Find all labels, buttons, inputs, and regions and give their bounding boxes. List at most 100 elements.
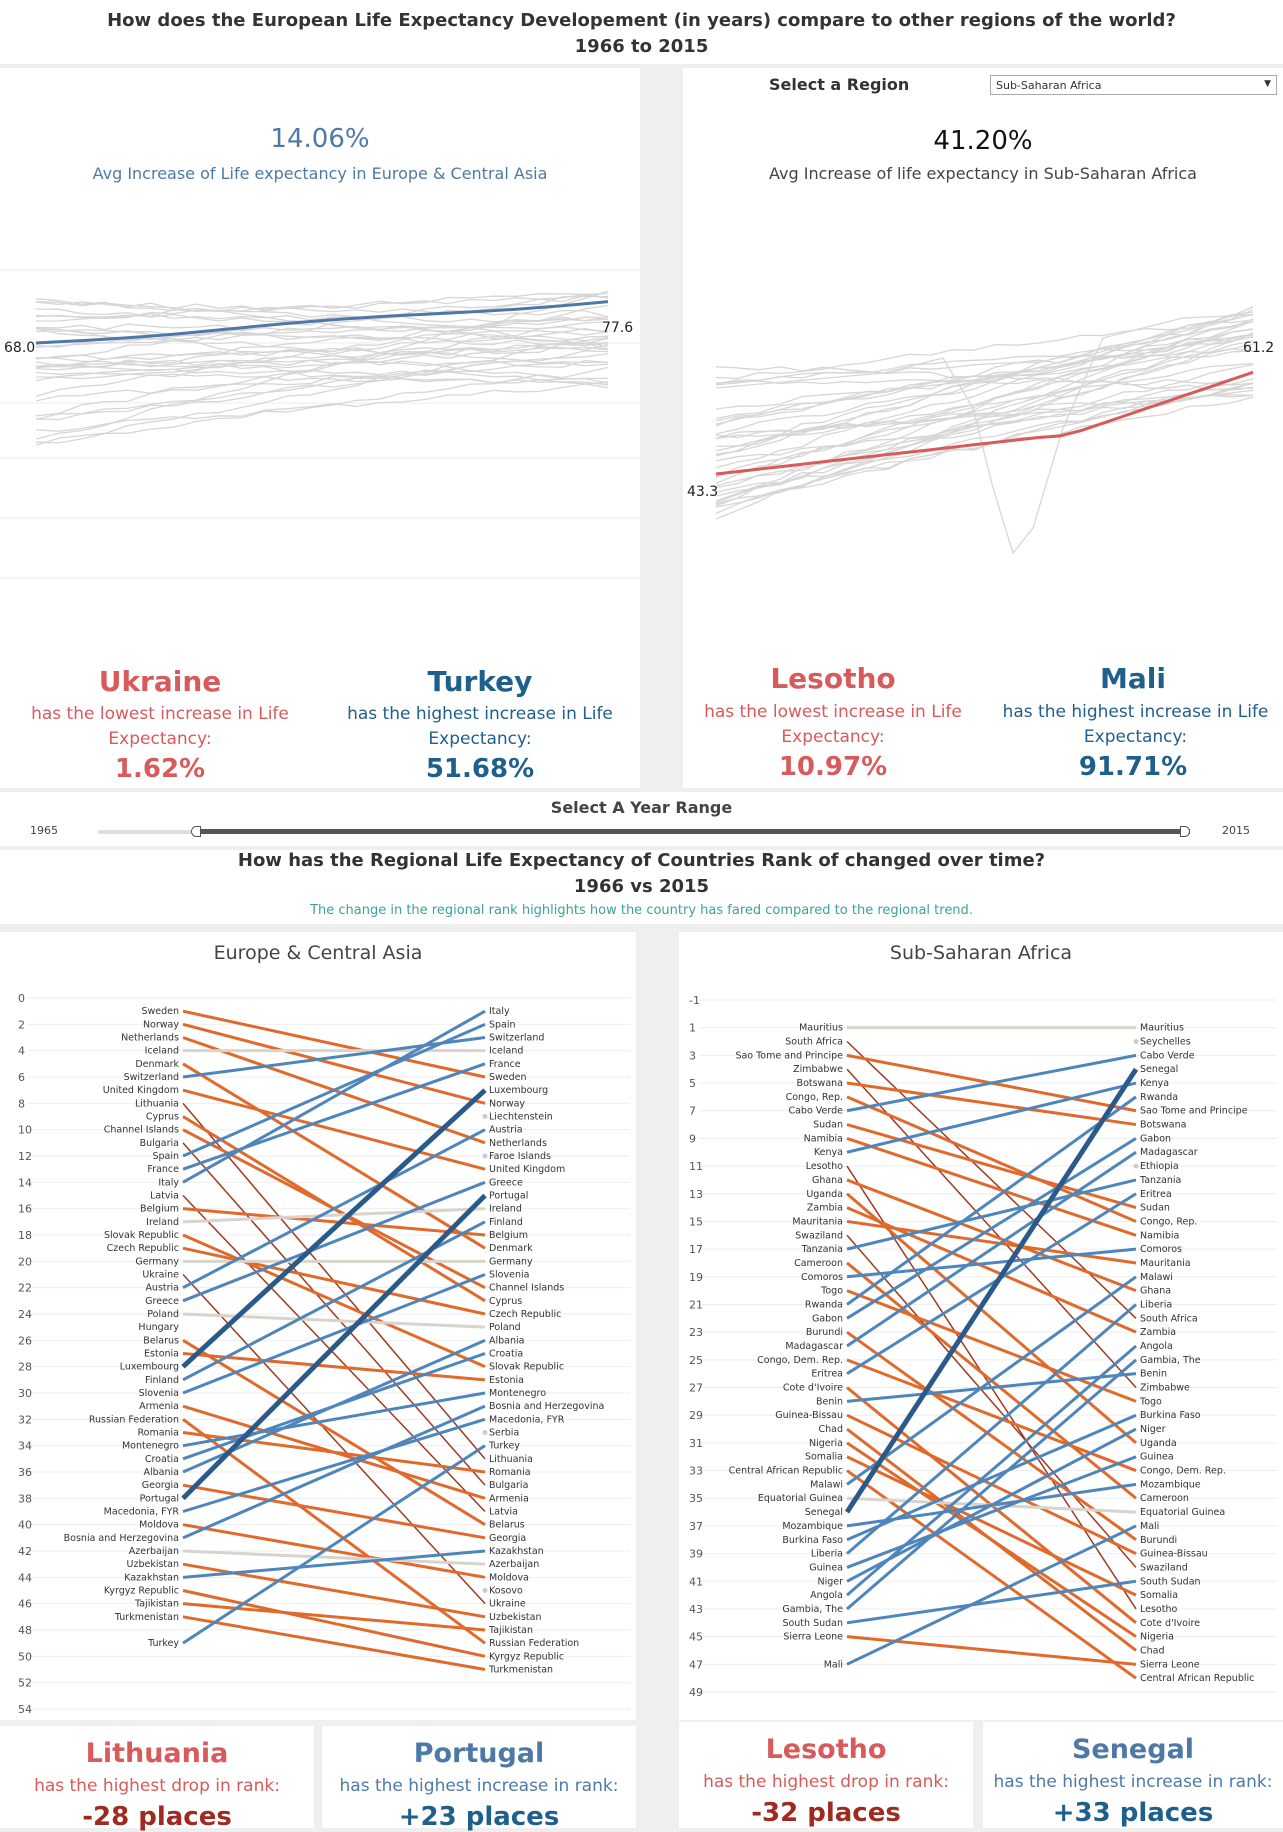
rank-change-line bbox=[182, 1022, 486, 1105]
axis-tick-label: 20 bbox=[18, 1255, 32, 1268]
europe-drop-value: -28 places bbox=[82, 1802, 232, 1832]
new-country-dot bbox=[1133, 1163, 1139, 1169]
region-dropdown[interactable]: Sub-Saharan Africa ▼ bbox=[990, 75, 1277, 95]
rank-label-2015: Zimbabwe bbox=[1140, 1383, 1190, 1394]
rank-label-1966: Moldova bbox=[139, 1520, 179, 1531]
rank-label-2015: Lithuania bbox=[489, 1454, 533, 1465]
country-series-line bbox=[715, 350, 1254, 410]
country-series-line bbox=[715, 336, 1254, 514]
rank-label-2015: Slovenia bbox=[489, 1270, 529, 1281]
rank-label-1966: Armenia bbox=[139, 1401, 179, 1412]
rank-change-line bbox=[846, 1123, 1137, 1210]
axis-tick-label: 16 bbox=[18, 1203, 32, 1216]
rank-label-2015: United Kingdom bbox=[489, 1164, 565, 1175]
axis-tick-label: 3 bbox=[689, 1049, 696, 1062]
rank-change-line bbox=[846, 1372, 1137, 1403]
rank-label-2015: Russian Federation bbox=[489, 1638, 579, 1649]
rank-label-1966: South Sudan bbox=[782, 1618, 843, 1629]
country-series-line bbox=[35, 337, 609, 444]
africa-rise-country: Senegal bbox=[1071, 1734, 1195, 1765]
rank-label-1966: Burundi bbox=[806, 1327, 843, 1338]
axis-tick-label: 23 bbox=[689, 1326, 703, 1339]
rank-label-2015: Azerbaijan bbox=[489, 1559, 539, 1570]
rank-label-2015: Somalia bbox=[1140, 1590, 1178, 1601]
rank-label-2015: Liberia bbox=[1140, 1299, 1172, 1310]
rank-change-line bbox=[182, 1483, 486, 1540]
axis-tick-label: 15 bbox=[689, 1215, 703, 1228]
country-series-line bbox=[35, 350, 609, 421]
rank-label-1966: Cote d'Ivoire bbox=[783, 1383, 843, 1394]
rank-change-line bbox=[182, 1009, 486, 1079]
rank-label-1966: Latvia bbox=[150, 1191, 179, 1202]
rank-label-2015: Zambia bbox=[1140, 1327, 1176, 1338]
rank-label-1966: Hungary bbox=[138, 1322, 179, 1333]
country-series-line bbox=[715, 333, 1254, 435]
rank-label-2015: Madagascar bbox=[1140, 1147, 1198, 1158]
europe-rank-panel: Europe & Central Asia 0 2 4 6 8 10 12 14 16 18 20 2… bbox=[0, 932, 636, 1720]
rank-label-1966: Slovak Republic bbox=[104, 1230, 179, 1241]
rank-subtitle: The change in the regional rank highligh… bbox=[310, 903, 973, 918]
europe-highest-value: 51.68% bbox=[425, 754, 535, 784]
rank-label-2015: Ireland bbox=[489, 1204, 522, 1215]
rank-label-2015: Netherlands bbox=[489, 1138, 547, 1149]
year-range-start-handle[interactable] bbox=[191, 826, 202, 837]
axis-tick-label: 2 bbox=[18, 1018, 25, 1031]
rank-label-1966: Macedonia, FYR bbox=[104, 1507, 180, 1518]
rank-change-line bbox=[182, 1431, 486, 1474]
country-series-line bbox=[35, 323, 609, 334]
rank-label-2015: Estonia bbox=[489, 1375, 524, 1386]
rank-label-2015: Gabon bbox=[1140, 1133, 1171, 1144]
rank-label-2015: Cabo Verde bbox=[1140, 1050, 1195, 1061]
rank-change-line bbox=[182, 1549, 486, 1579]
country-series-line bbox=[715, 386, 1254, 440]
rank-label-1966: Finland bbox=[145, 1375, 179, 1386]
rank-change-line bbox=[846, 1413, 1137, 1542]
country-series-line bbox=[35, 363, 609, 389]
africa-rise-card: Senegal has the highest increase in rank… bbox=[983, 1722, 1283, 1828]
axis-tick-label: 44 bbox=[18, 1571, 32, 1584]
rank-label-2015: Benin bbox=[1140, 1369, 1167, 1380]
rank-label-1966: Sierra Leone bbox=[783, 1632, 843, 1643]
rank-label-1966: Estonia bbox=[144, 1349, 179, 1360]
axis-tick-label: 30 bbox=[18, 1387, 32, 1400]
country-series-line bbox=[35, 356, 608, 381]
rank-label-1966: Kazakhstan bbox=[124, 1572, 179, 1583]
rank-label-2015: Ethiopia bbox=[1140, 1161, 1179, 1172]
rank-label-2015: Central African Republic bbox=[1140, 1673, 1254, 1684]
dashboard-title-line2: 1966 to 2015 bbox=[574, 36, 709, 57]
rank-label-1966: Turkmenistan bbox=[114, 1612, 179, 1623]
country-series-line bbox=[715, 319, 1254, 380]
rank-change-line bbox=[182, 1207, 486, 1237]
rank-label-1966: Albania bbox=[144, 1467, 179, 1478]
rank-label-2015: Guinea bbox=[1140, 1452, 1174, 1463]
country-series-line bbox=[715, 335, 1254, 386]
chevron-down-icon[interactable]: ▼ bbox=[1264, 79, 1271, 89]
rank-label-1966: United Kingdom bbox=[103, 1085, 179, 1096]
country-series-line bbox=[35, 343, 609, 368]
country-series-line bbox=[715, 340, 1254, 479]
year-range-end-handle[interactable] bbox=[1180, 826, 1190, 837]
rank-label-1966: Netherlands bbox=[121, 1033, 179, 1044]
rank-label-2015: Angola bbox=[1140, 1341, 1173, 1352]
rank-label-1966: Kyrgyz Republic bbox=[104, 1586, 179, 1597]
new-country-dot bbox=[482, 1588, 488, 1593]
rank-label-1966: Croatia bbox=[145, 1454, 179, 1465]
europe-average-line bbox=[35, 300, 609, 345]
rank-label-1966: Montenegro bbox=[122, 1441, 179, 1452]
rank-label-2015: Bosnia and Herzegovina bbox=[489, 1401, 604, 1412]
rank-label-1966: Congo, Rep. bbox=[786, 1092, 843, 1103]
rank-label-2015: Mozambique bbox=[1140, 1479, 1201, 1490]
rank-label-2015: Austria bbox=[489, 1125, 523, 1136]
europe-rank-title: Europe & Central Asia bbox=[213, 942, 423, 964]
region-start-label: 43.3 bbox=[687, 484, 718, 500]
rank-label-1966: Gambia, The bbox=[782, 1604, 843, 1615]
africa-rank-title: Sub-Saharan Africa bbox=[889, 942, 1073, 964]
region-pct: 41.20% bbox=[933, 126, 1033, 156]
rank-label-1966: Chad bbox=[818, 1424, 843, 1435]
rank-change-line bbox=[846, 1178, 1137, 1293]
rank-label-1966: Norway bbox=[143, 1019, 179, 1030]
africa-slope-chart: -113579111315171921232527293133353739414… bbox=[689, 994, 1277, 1699]
axis-tick-label: 48 bbox=[18, 1624, 32, 1637]
rank-label-2015: Guinea-Bissau bbox=[1140, 1549, 1208, 1560]
rank-label-1966: Channel Islands bbox=[104, 1125, 179, 1136]
